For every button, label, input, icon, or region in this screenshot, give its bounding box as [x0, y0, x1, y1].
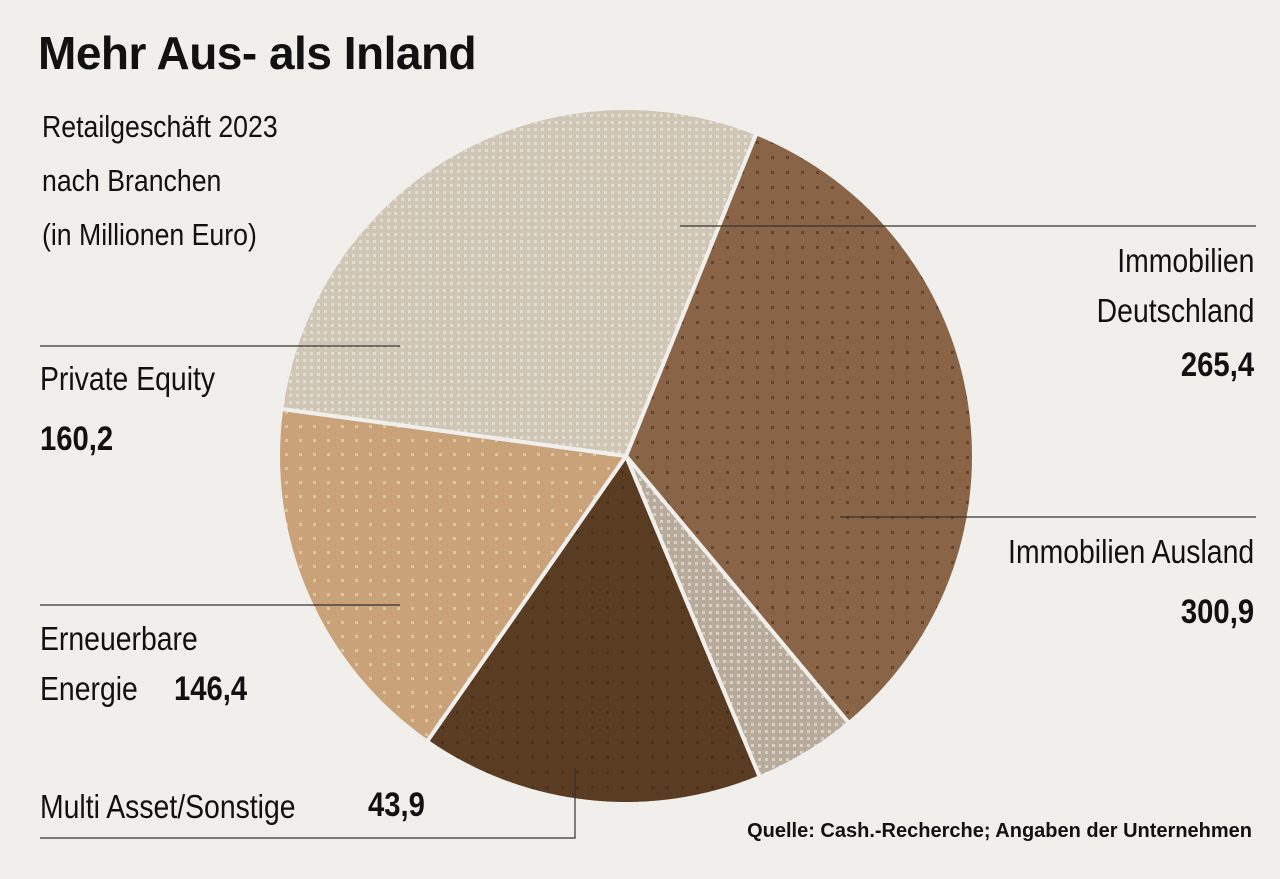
chart-subtitle: Retailgeschäft 2023 nach Branchen (in Mi… [42, 100, 278, 262]
label-immo-de-line2: Deutschland [1096, 292, 1254, 329]
label-erneuerbare-line1: Erneuerbare [40, 620, 198, 657]
pie-slice-texture-private-equity [278, 408, 626, 742]
leader-lines [40, 225, 1256, 839]
label-immo-de-line1: Immobilien [1116, 242, 1254, 279]
pie-slice-separator-immobilien-ausland [624, 131, 977, 726]
label-erneuerbare: Erneuerbare Energie [40, 614, 198, 714]
subtitle-line: (in Millionen Euro) [42, 217, 257, 252]
label-immo-de: Immobilien Deutschland [1096, 236, 1254, 336]
pie-slice-separator-immobilien-deutschland [279, 106, 759, 458]
pie-slice-separator-private-equity [276, 406, 628, 744]
pie-slices [276, 106, 977, 806]
source-note: Quelle: Cash.-Recherche; Angaben der Unt… [747, 820, 1252, 842]
chart-title: Mehr Aus- als Inland [38, 27, 477, 79]
pie-slice-separator-erneuerbare-energie [424, 454, 762, 806]
label-immo-ausland: Immobilien Ausland [1007, 533, 1254, 570]
pie-slice-texture-immobilien-deutschland [281, 108, 757, 457]
value-multi-asset: 43,9 [368, 786, 425, 824]
value-immo-de: 265,4 [1180, 346, 1254, 384]
label-multi-asset: Multi Asset/Sonstige [40, 788, 296, 825]
pie-slice-texture-erneuerbare-energie [426, 456, 760, 805]
value-private-equity: 160,2 [40, 420, 114, 458]
value-erneuerbare: 146,4 [174, 670, 248, 708]
subtitle-line: nach Branchen [42, 163, 222, 198]
pie-slice-texture-multi-asset-sonstige [626, 456, 849, 778]
subtitle-line: Retailgeschäft 2023 [42, 109, 278, 144]
value-immo-ausland: 300,9 [1180, 593, 1254, 631]
label-erneuerbare-line2: Energie [40, 670, 138, 707]
pie-slice-texture-immobilien-ausland [626, 133, 975, 724]
label-private-equity: Private Equity [40, 360, 216, 397]
leader-line-multi-asset [40, 768, 576, 839]
